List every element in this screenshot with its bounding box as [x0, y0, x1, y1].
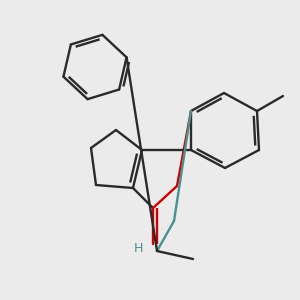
Text: H: H [133, 242, 143, 254]
